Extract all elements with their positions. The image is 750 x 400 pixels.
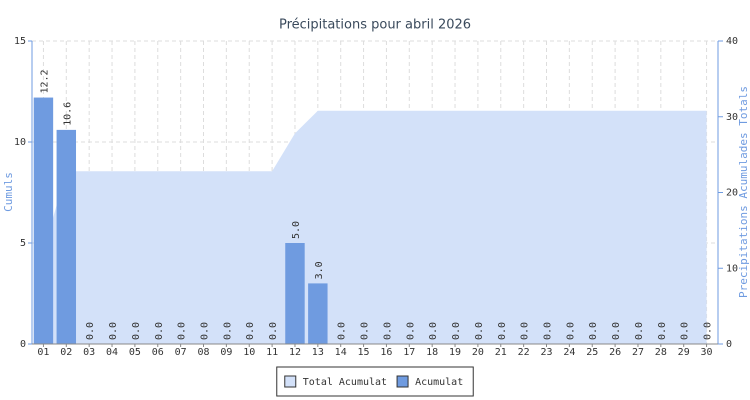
legend-box (276, 366, 474, 397)
value-label: 0.0 (360, 322, 371, 340)
bar (56, 129, 77, 344)
x-tick-label: 21 (495, 347, 507, 358)
x-tick-label: 13 (312, 347, 324, 358)
value-label: 0.0 (497, 322, 508, 340)
x-tick-label: 26 (609, 347, 621, 358)
value-label: 0.0 (428, 322, 439, 340)
value-label: 0.0 (337, 322, 348, 340)
value-label: 0.0 (131, 322, 142, 340)
value-label: 5.0 (291, 221, 302, 239)
x-tick-label: 24 (563, 347, 575, 358)
x-tick-label: 16 (380, 347, 392, 358)
value-label: 0.0 (611, 322, 622, 340)
x-tick-label: 02 (60, 347, 72, 358)
value-label: 0.0 (245, 322, 256, 340)
x-tick-label: 20 (472, 347, 484, 358)
x-tick-label: 07 (175, 347, 187, 358)
x-tick-label: 10 (243, 347, 255, 358)
x-tick-label: 18 (426, 347, 438, 358)
value-label: 0.0 (382, 322, 393, 340)
x-tick-label: 29 (678, 347, 690, 358)
y2-axis-title: Precipitations Acumulades Totals (737, 86, 750, 298)
x-tick-label: 25 (586, 347, 598, 358)
x-tick-label: 09 (220, 347, 232, 358)
x-tick-label: 27 (632, 347, 644, 358)
y2-tick-label: 0 (726, 339, 732, 350)
value-label: 0.0 (222, 322, 233, 340)
x-tick-label: 04 (106, 347, 118, 358)
value-label: 12.2 (39, 69, 50, 93)
bar (33, 97, 54, 344)
x-tick-label: 22 (518, 347, 530, 358)
value-label: 0.0 (154, 322, 165, 340)
x-tick-label: 23 (540, 347, 552, 358)
value-label: 0.0 (451, 322, 462, 340)
x-tick-label: 06 (152, 347, 164, 358)
y2-tick-label: 10 (726, 263, 738, 274)
x-tick-label: 11 (266, 347, 278, 358)
legend-label: Total Acumulat (303, 377, 387, 388)
x-tick-label: 17 (403, 347, 415, 358)
value-label: 3.0 (314, 261, 325, 279)
area (43, 110, 707, 344)
x-tick-label: 14 (335, 347, 347, 358)
value-label: 0.0 (268, 322, 279, 340)
value-label: 0.0 (474, 322, 485, 340)
x-tick-label: 08 (197, 347, 209, 358)
x-tick-label: 19 (449, 347, 461, 358)
value-label: 0.0 (680, 322, 691, 340)
value-label: 0.0 (657, 322, 668, 340)
y-tick-label: 15 (14, 36, 26, 47)
legend: Total Acumulat Acumulat (276, 366, 474, 397)
value-label: 0.0 (634, 322, 645, 340)
x-tick-label: 01 (37, 347, 49, 358)
plot: 12.2 10.6 0.0 0.0 0.0 0.0 0.0 0.0 0.0 0.0 0.0 5.0 3.… (33, 69, 714, 344)
x-tick-label: 03 (83, 347, 95, 358)
value-label: 0.0 (703, 322, 714, 340)
y2-tick-label: 30 (726, 112, 738, 123)
x-tick-label: 12 (289, 347, 301, 358)
y2-tick-label: 40 (726, 36, 738, 47)
value-label: 0.0 (108, 322, 119, 340)
y-tick-label: 0 (20, 339, 26, 350)
y-tick-label: 10 (14, 137, 26, 148)
value-label: 0.0 (565, 322, 576, 340)
x-tick-label: 28 (655, 347, 667, 358)
value-label: 0.0 (200, 322, 211, 340)
x-tick-label: 15 (358, 347, 370, 358)
value-label: 0.0 (177, 322, 188, 340)
y-axis-title: Cumuls (2, 172, 15, 212)
bar (285, 243, 305, 344)
x-tick-label: 30 (701, 347, 713, 358)
y2-tick-label: 20 (726, 188, 738, 199)
value-label: 0.0 (85, 322, 96, 340)
legend-label: Acumulat (415, 377, 463, 388)
x-tick-label: 05 (129, 347, 141, 358)
value-label: 0.0 (405, 322, 416, 340)
value-label: 0.0 (543, 322, 554, 340)
legend-swatch (396, 375, 409, 388)
chart-title: Précipitations pour abril 2026 (279, 18, 471, 33)
y-tick-label: 5 (20, 238, 26, 249)
legend-swatch (284, 375, 297, 388)
value-label: 0.0 (588, 322, 599, 340)
value-label: 10.6 (62, 102, 73, 126)
bar (308, 283, 328, 344)
value-label: 0.0 (520, 322, 531, 340)
